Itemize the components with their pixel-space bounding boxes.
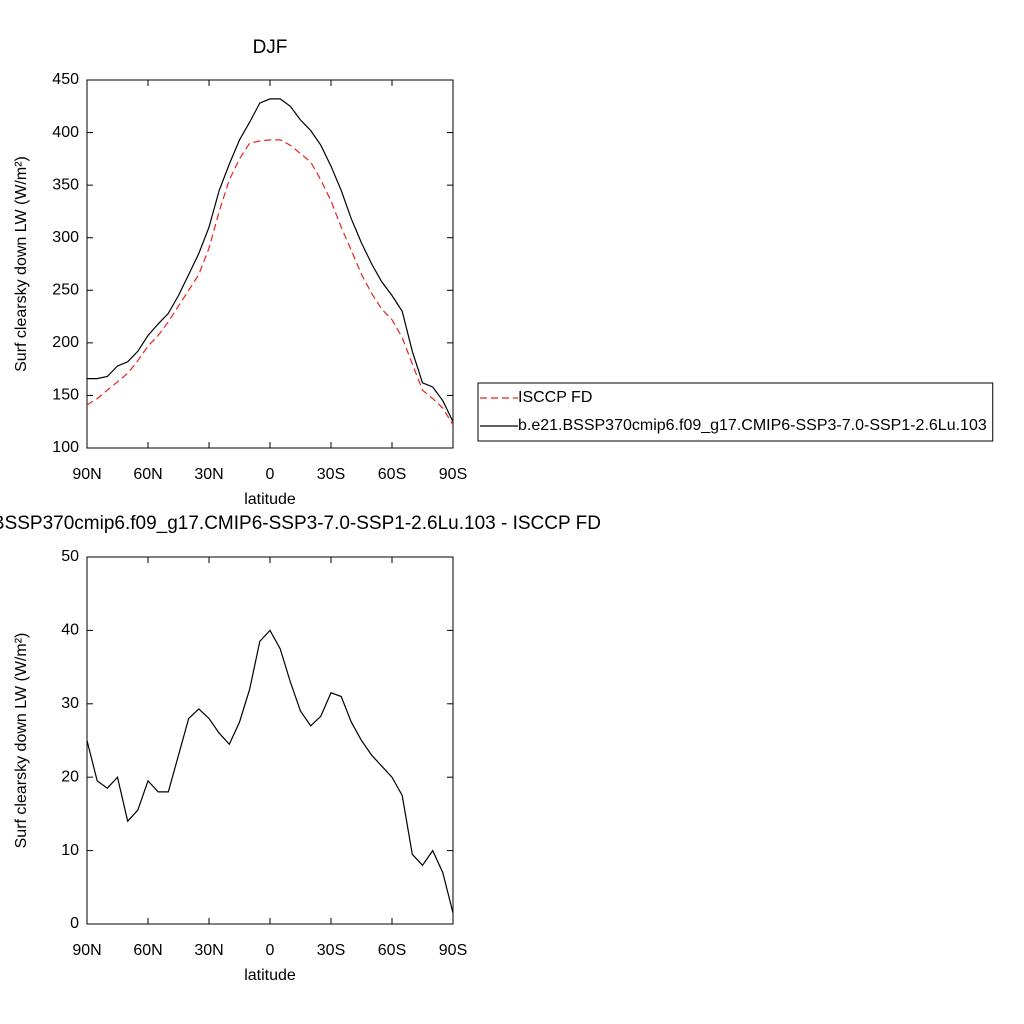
legend: ISCCP FD b.e21.BSSP370cmip6.f09_g17.CMIP6… (477, 382, 994, 442)
y-tick-label: 40 (61, 622, 79, 639)
plot-frame (86, 556, 454, 925)
legend-label: ISCCP FD (518, 389, 592, 406)
y-tick-label: 100 (52, 439, 79, 456)
x-tick-label: 90N (72, 466, 101, 483)
y-axis-label: Surf clearsky down LW (W/m²) (13, 633, 30, 849)
x-tick-label: 60N (133, 466, 162, 483)
x-tick-label: 30S (317, 942, 345, 959)
x-tick-label: 30N (194, 466, 223, 483)
x-tick-label: 60S (378, 942, 406, 959)
x-axis-label: latitude (244, 967, 296, 984)
x-tick-label: 90S (439, 466, 467, 483)
y-tick-label: 150 (52, 387, 79, 404)
y-tick-label: 350 (52, 176, 79, 193)
x-axis-label: latitude (244, 491, 296, 508)
chart-title: b.e21.BSSP370cmip6.f09_g17.CMIP6-SSP3-7.… (0, 513, 601, 534)
y-axis-label: Surf clearsky down LW (W/m²) (13, 156, 30, 372)
x-tick-label: 30N (194, 942, 223, 959)
y-tick-label: 10 (61, 842, 79, 859)
y-tick-label: 400 (52, 124, 79, 141)
x-tick-label: 60N (133, 942, 162, 959)
plot-frame (86, 79, 454, 449)
x-tick-label: 90N (72, 942, 101, 959)
y-tick-label: 0 (70, 915, 79, 932)
data-line (86, 139, 454, 426)
x-tick-label: 0 (266, 942, 275, 959)
chart-title: DJF (253, 37, 288, 58)
y-tick-label: 450 (52, 71, 79, 88)
legend-label: b.e21.BSSP370cmip6.f09_g17.CMIP6-SSP3-7.… (518, 417, 987, 434)
x-tick-label: 30S (317, 466, 345, 483)
y-tick-label: 250 (52, 282, 79, 299)
y-tick-label: 200 (52, 334, 79, 351)
y-tick-label: 20 (61, 768, 79, 785)
legend-box (477, 382, 994, 442)
data-line (87, 98, 454, 422)
y-tick-label: 300 (52, 229, 79, 246)
x-tick-label: 90S (439, 942, 467, 959)
y-tick-label: 50 (61, 548, 79, 565)
x-tick-label: 60S (378, 466, 406, 483)
y-tick-label: 30 (61, 695, 79, 712)
data-line (86, 629, 454, 914)
x-tick-label: 0 (266, 466, 275, 483)
